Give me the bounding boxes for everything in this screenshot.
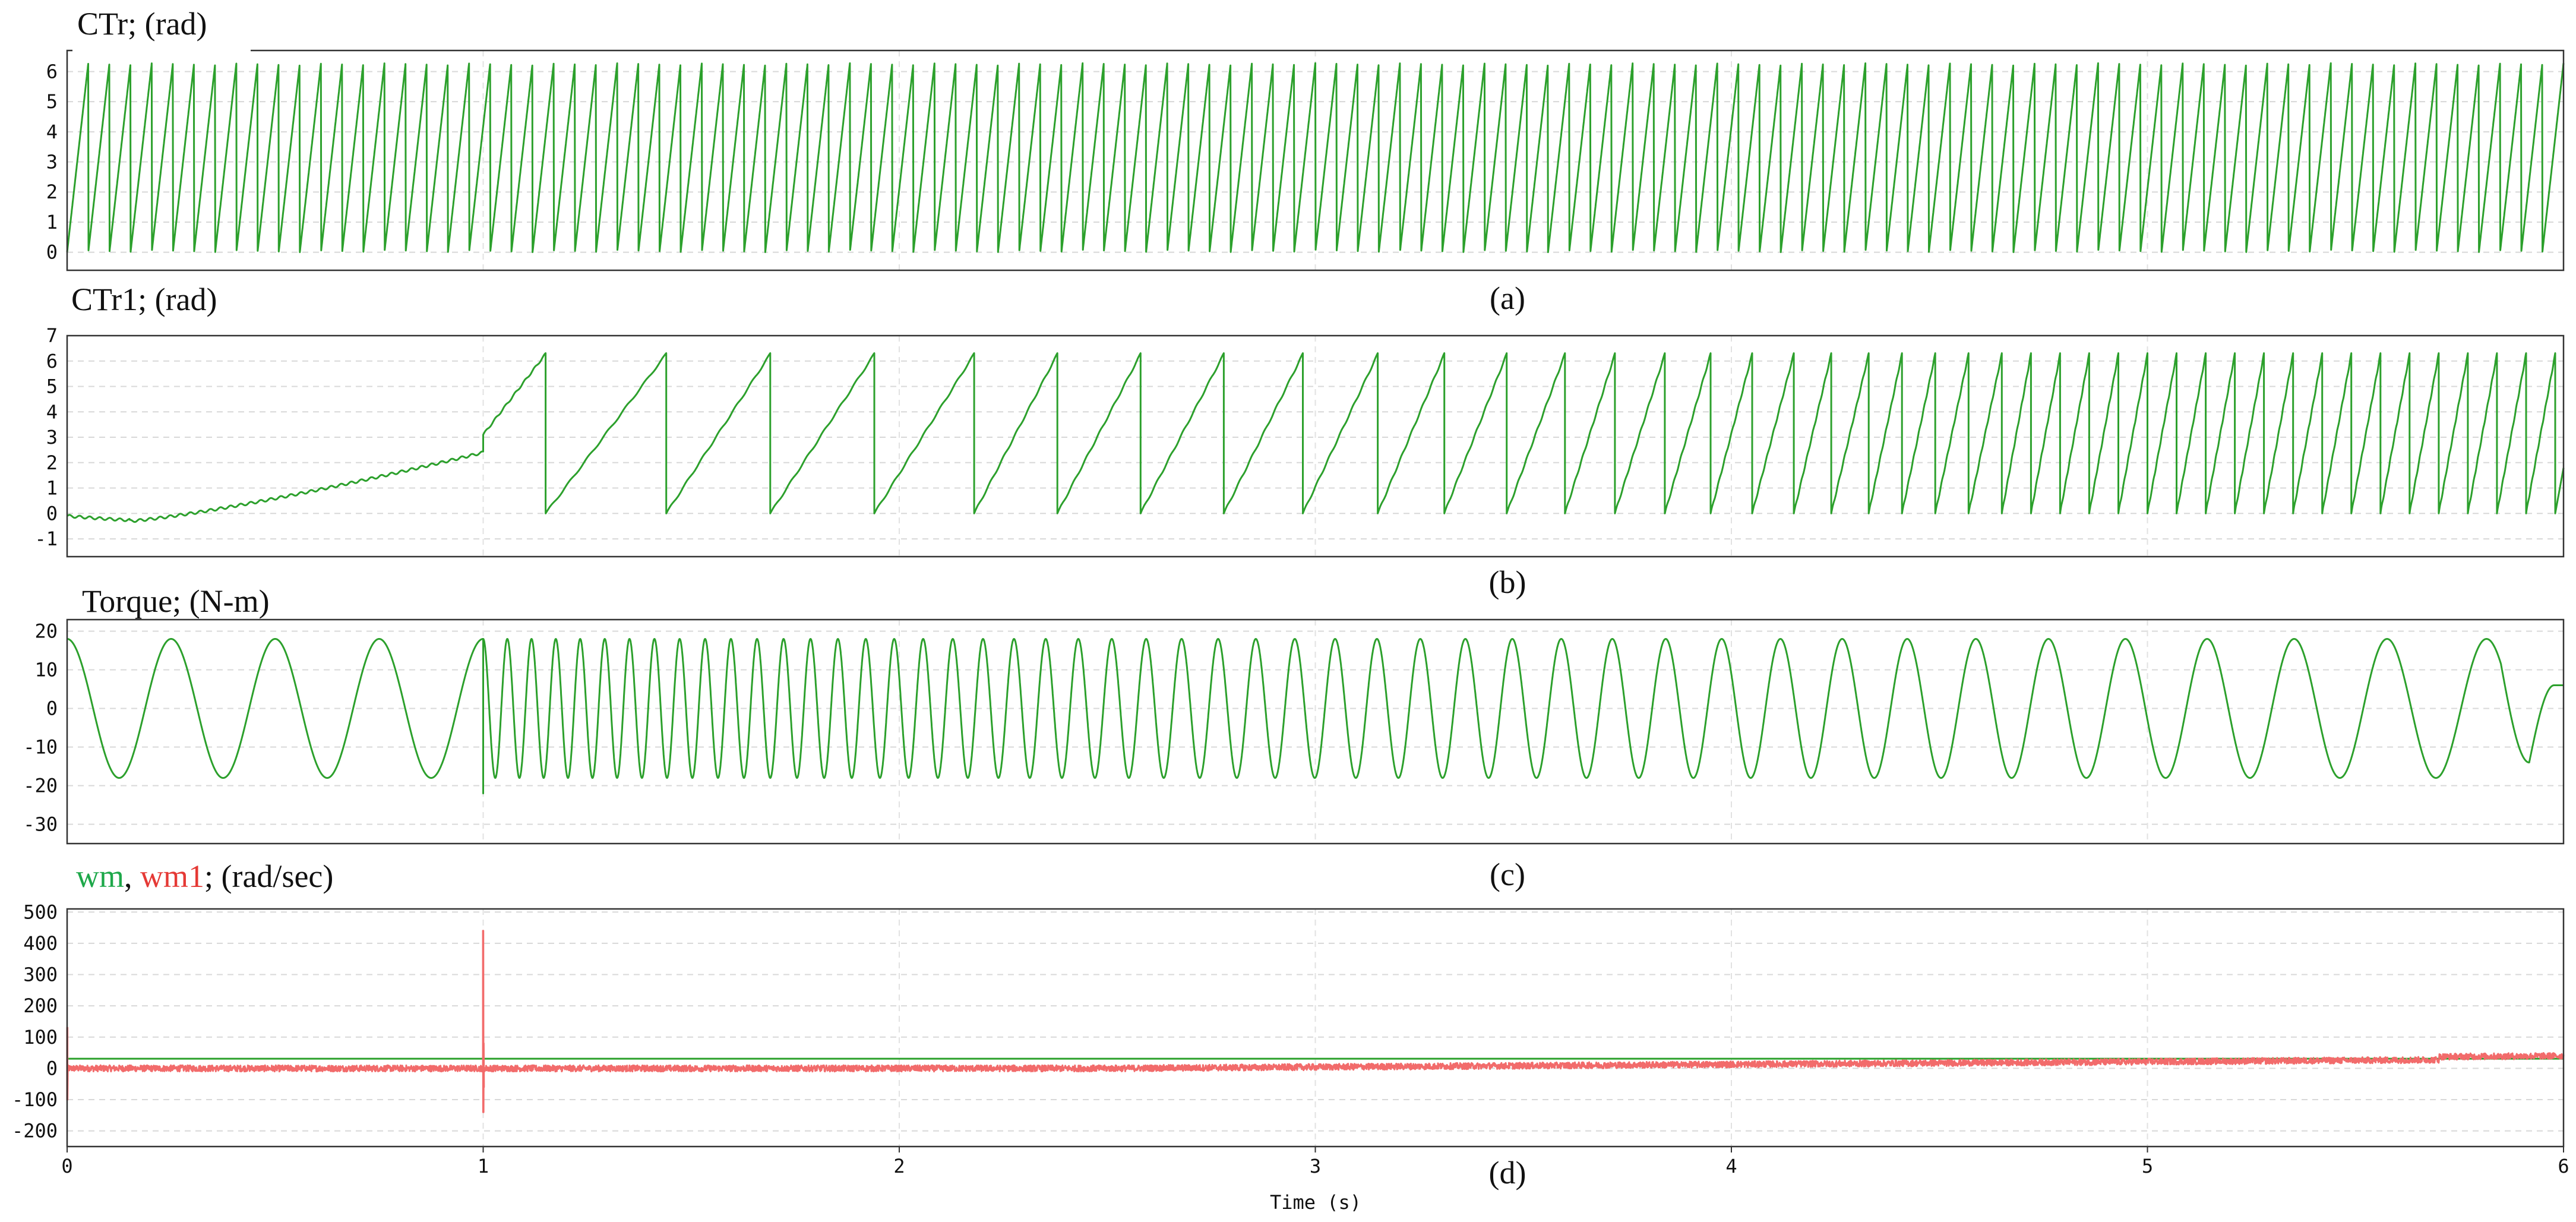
x-tick-label: 1 <box>478 1155 489 1177</box>
plot-frame <box>66 49 2565 271</box>
y-tick-label: 7 <box>46 324 58 347</box>
y-tick-label: 4 <box>46 121 58 143</box>
y-tick-label: 1 <box>46 477 58 500</box>
panel-caption: (b) <box>1489 564 1526 600</box>
title-part: , <box>124 858 140 894</box>
x-tick-label: 3 <box>1310 1155 1321 1177</box>
panel-caption: (c) <box>1490 857 1525 892</box>
title-part: Torque; (N-m) <box>82 583 270 619</box>
y-tick-label: 0 <box>46 241 58 264</box>
y-tick-label: -10 <box>23 736 58 759</box>
y-tick-label: 6 <box>46 350 58 372</box>
x-axis-label: Time (s) <box>1270 1191 1361 1214</box>
series-line <box>66 62 2565 253</box>
plot-frame <box>66 618 2565 845</box>
x-tick-label: 6 <box>2558 1155 2569 1177</box>
y-tick-label: 2 <box>46 181 58 203</box>
x-tick-label: 5 <box>2142 1155 2153 1177</box>
y-tick-label: -1 <box>34 528 58 550</box>
y-tick-label: 5 <box>46 375 58 398</box>
title-background <box>72 45 251 56</box>
chart-panel-1: 0 1 2 3 4 5 6 CTr; (rad) (a) <box>46 6 2565 316</box>
series-line <box>66 638 2565 794</box>
chart-panel-3: -30 -20 -10 0 10 20 Torque; (N-m) (c) <box>23 583 2565 892</box>
y-tick-label: 2 <box>46 451 58 474</box>
title-part: CTr; (rad) <box>77 6 207 42</box>
title-part: wm <box>76 858 124 894</box>
x-tick-label: 2 <box>893 1155 905 1177</box>
y-tick-label: -200 <box>12 1120 58 1142</box>
y-tick-label: 100 <box>23 1026 58 1049</box>
series-line-wm1 <box>66 930 2565 1113</box>
title-part: CTr1; (rad) <box>71 282 217 317</box>
series-line <box>67 352 2565 523</box>
panel-caption: (d) <box>1489 1155 1526 1191</box>
title-part: wm1 <box>140 858 204 894</box>
y-tick-label: 0 <box>46 697 58 720</box>
panel-title: CTr1; (rad) <box>71 282 217 317</box>
y-tick-label: 300 <box>23 964 58 986</box>
y-tick-label: -100 <box>12 1088 58 1111</box>
panel-title: wm, wm1; (rad/sec) <box>76 858 333 894</box>
y-tick-label: 0 <box>46 1057 58 1079</box>
y-tick-label: 1 <box>46 211 58 233</box>
y-tick-label: 5 <box>46 90 58 113</box>
y-tick-label: 0 <box>46 502 58 525</box>
chart-panel-4: -200 -100 0 100 200 300 400 500 wm, wm1; (rad/se… <box>12 858 2569 1214</box>
title-part: ; (rad/sec) <box>204 858 333 894</box>
y-tick-label: 3 <box>46 151 58 173</box>
plot-frame <box>66 334 2565 558</box>
panel-title: Torque; (N-m) <box>82 583 270 619</box>
y-tick-label: 20 <box>34 620 58 643</box>
y-tick-label: 4 <box>46 400 58 423</box>
y-tick-label: -30 <box>23 813 58 836</box>
x-tick-label: 4 <box>1725 1155 1737 1177</box>
y-tick-label: 500 <box>23 901 58 923</box>
y-tick-label: 6 <box>46 60 58 83</box>
panel-title: CTr; (rad) <box>77 6 207 42</box>
y-tick-label: 10 <box>34 659 58 681</box>
y-tick-label: 3 <box>46 426 58 449</box>
x-tick-label: 0 <box>61 1155 72 1177</box>
y-tick-label: -20 <box>23 775 58 797</box>
y-tick-label: 400 <box>23 932 58 955</box>
panel-caption: (a) <box>1490 280 1525 316</box>
y-tick-label: 200 <box>23 994 58 1017</box>
